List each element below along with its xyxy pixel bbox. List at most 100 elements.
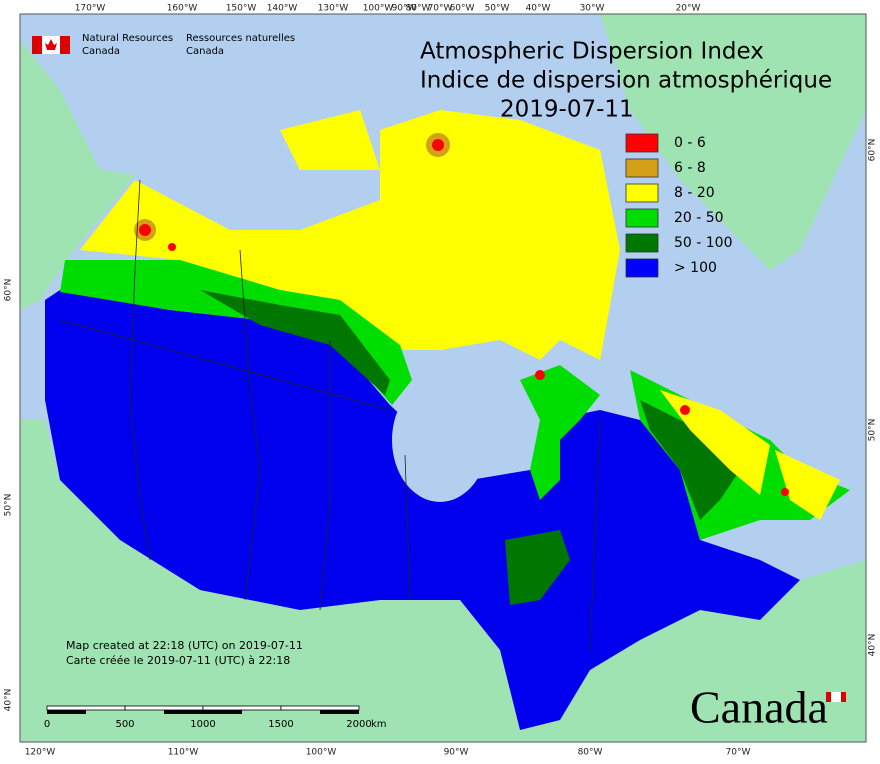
arctic-islands [280,110,380,170]
legend-label: 6 - 8 [674,160,706,176]
hotspot [139,224,151,236]
legend: 0 - 6 6 - 8 8 - 20 20 - 50 50 - 100 > 100 [625,133,733,278]
legend-label: 8 - 20 [674,185,715,201]
scale-segment [46,705,126,711]
title: Atmospheric Dispersion Index [420,39,764,65]
hotspot [535,370,545,380]
legend-swatch [625,208,659,228]
agency-en: Canada [82,46,120,57]
region-8-20-newfoundland [775,450,840,520]
region-8-20-labrador [660,390,770,495]
flag-band [32,36,42,54]
flag-band [60,36,70,54]
date: 2019-07-11 [500,97,634,123]
longitude-label: 90°W [444,748,469,758]
boundary [404,454,411,601]
credit: Carte créée le 2019-07-11 (UTC) à 22:18 [66,654,290,667]
latitude-label: 60°N [868,139,878,162]
hudson-bay [392,378,488,502]
longitude-label: 130°W [318,4,349,14]
scale-unit: km [371,719,387,730]
latitude-label: 40°N [868,634,878,657]
legend-label: 20 - 50 [674,210,724,226]
longitude-label: 170°W [75,4,106,14]
latitude-label: 40°N [4,689,14,712]
legend-label: 50 - 100 [674,235,733,251]
scale-segment [47,710,86,714]
region-50-100 [200,290,390,395]
legend-label: > 100 [674,260,717,276]
alaska [20,40,135,310]
scale-label: 500 [115,719,134,730]
longitude-label: 30°W [580,4,605,14]
longitude-label: 20°W [676,4,701,14]
longitude-label: 110°W [168,748,199,758]
region-50-100-ontario [505,530,570,605]
scale-label: 1000 [190,719,215,730]
hotspot [781,488,789,496]
boundary [589,419,601,651]
flag-band [826,692,831,702]
greenland [600,14,866,270]
scale-label: 1500 [268,719,293,730]
scale-label: 2000 [346,719,371,730]
legend-swatch [625,258,659,278]
longitude-label: 160°W [167,4,198,14]
wordmark: Canada [690,682,828,733]
scale-segment [164,710,203,714]
scale-segment [280,705,360,711]
boundaries [59,179,601,651]
agency-logo [32,36,70,54]
longitude-label: 100°W [363,4,394,14]
agency-fr: Ressources naturelles [186,33,295,44]
flag-band [841,692,846,702]
longitude-label: 40°W [526,4,551,14]
longitude-label: 90°W [392,4,417,14]
region-over-100 [45,290,800,730]
legend-swatch [625,233,659,253]
region-20-50-east [520,365,600,500]
scale-segment [203,710,242,714]
legend-swatch [625,158,659,178]
latitude-label: 60°N [4,279,14,302]
longitude-label: 60°W [450,4,475,14]
hotspot [432,139,444,151]
legend-swatch [625,133,659,153]
longitude-label: 80°W [406,4,431,14]
united-states [20,420,866,742]
longitude-label: 150°W [226,4,257,14]
latitude-label: 50°N [868,419,878,442]
longitude-label: 100°W [306,748,337,758]
longitude-label: 70°W [428,4,453,14]
boundary [59,319,391,411]
legend-swatch [625,183,659,203]
maple-leaf [45,39,57,50]
longitude-label: 70°W [726,748,751,758]
map-frame [19,13,867,743]
scale-bar: 0 500 1000 1500 2000 km [44,705,387,730]
longitude-label: 140°W [267,4,298,14]
legend-label: 0 - 6 [674,135,706,151]
graticule-labels: 170°W 160°W 150°W 140°W 130°W 100°W90°W80°W70… [4,4,878,758]
boundary [239,249,261,601]
credit: Map created at 22:18 (UTC) on 2019-07-11 [66,639,303,652]
latitude-label: 50°N [4,494,14,517]
longitude-label: 80°W [578,748,603,758]
region-20-50 [60,260,412,405]
region-50-100-quebec [640,400,740,520]
hotspot [168,243,176,251]
scale-label: 0 [44,719,50,730]
region-8-20 [80,110,620,360]
agency-fr: Canada [186,46,224,57]
scale-segment [202,705,282,711]
title-fr: Indice de dispersion atmosphérique [420,68,832,94]
agency-en: Natural Resources [82,33,173,44]
scale-segment [320,710,359,714]
wordmark-flag [826,692,846,702]
boundary [129,179,151,561]
scale-segment [124,705,204,711]
flag-center [831,692,841,702]
longitude-label: 50°W [485,4,510,14]
longitude-label: 120°W [25,748,56,758]
